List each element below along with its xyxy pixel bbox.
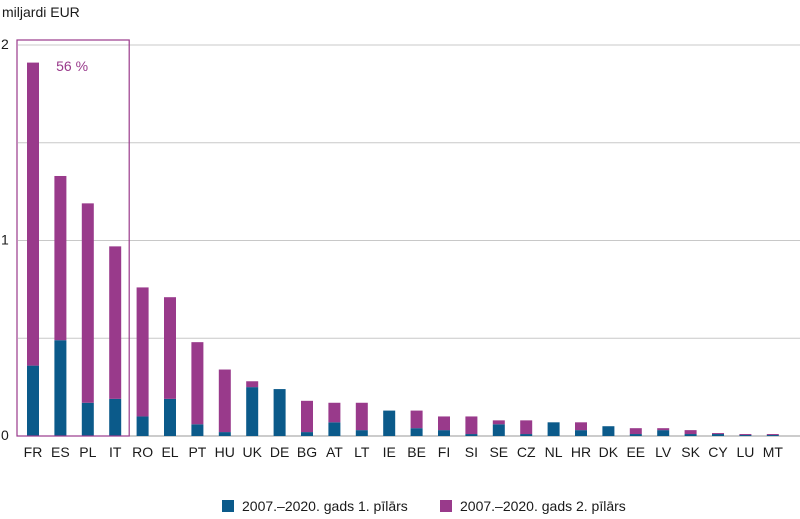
- bar-DK-series-1: [602, 426, 615, 436]
- x-tick-label: CZ: [517, 444, 536, 460]
- bar-SE-series-2: [492, 420, 505, 425]
- bar-CZ-series-2: [520, 420, 533, 435]
- bar-AT-series-2: [328, 402, 341, 423]
- x-tick-label: HR: [571, 444, 591, 460]
- y-unit-label: miljardi EUR: [2, 4, 80, 20]
- x-tick-label: NL: [545, 444, 563, 460]
- bar-IE-series-1: [383, 410, 396, 436]
- bar-SK-series-1: [684, 434, 697, 436]
- bar-AT-series-1: [328, 422, 341, 436]
- bar-NL-series-1: [547, 422, 560, 436]
- bar-ES-series-1: [54, 340, 67, 436]
- bar-LU-series-1: [739, 435, 752, 436]
- bar-FI-series-1: [438, 430, 450, 436]
- x-tick-label: IE: [383, 444, 396, 460]
- bar-FR-series-1: [27, 365, 39, 436]
- legend-item-pillar-1: 2007.–2020. gads 1. pīlārs: [222, 498, 408, 514]
- x-tick-label: LU: [736, 444, 754, 460]
- bar-EL-series-1: [164, 398, 176, 436]
- bar-CZ-series-1: [520, 434, 533, 436]
- x-tick-label: RO: [132, 444, 153, 460]
- bar-PT-series-1: [191, 424, 204, 436]
- bar-HU-series-1: [218, 432, 231, 436]
- x-tick-label: DK: [599, 444, 619, 460]
- highlight-annotation: 56 %: [16, 39, 130, 437]
- y-tick-label: 0: [1, 427, 9, 443]
- bar-PT-series-2: [191, 342, 204, 425]
- bar-ES-series-2: [54, 175, 67, 341]
- bar-MT-series-2: [766, 434, 779, 436]
- bar-SI-series-1: [465, 434, 478, 436]
- x-tick-label: SI: [465, 444, 478, 460]
- legend-swatch-pillar-2: [440, 500, 452, 512]
- bar-SI-series-2: [465, 416, 478, 435]
- x-tick-label: FR: [24, 444, 43, 460]
- bar-CY-series-2: [712, 433, 724, 435]
- bar-PL-series-2: [81, 203, 94, 403]
- x-tick-label: AT: [326, 444, 343, 460]
- y-tick-label: 1: [1, 232, 9, 248]
- highlight-box: [16, 39, 130, 437]
- bar-BE-series-1: [410, 428, 423, 436]
- bar-SE-series-1: [492, 424, 505, 436]
- bar-PL-series-1: [81, 402, 94, 436]
- gridlines: [18, 44, 800, 437]
- bar-LT-series-1: [355, 430, 368, 436]
- x-tick-label: EE: [626, 444, 645, 460]
- bar-BE-series-2: [410, 410, 423, 429]
- y-tick-labels: 0 1 2: [1, 36, 9, 443]
- bar-UK-series-2: [246, 381, 259, 388]
- bar-HR-series-1: [575, 430, 587, 436]
- bar-SK-series-2: [684, 430, 697, 435]
- legend-label-pillar-1: 2007.–2020. gads 1. pīlārs: [242, 498, 408, 514]
- x-tick-label: IT: [109, 444, 122, 460]
- bar-IT-series-1: [109, 398, 122, 436]
- legend-swatch-pillar-1: [222, 500, 234, 512]
- legend-label-pillar-2: 2007.–2020. gads 2. pīlārs: [460, 498, 626, 514]
- y-tick-label: 2: [1, 36, 9, 52]
- x-tick-label: EL: [161, 444, 178, 460]
- x-tick-label: FI: [438, 444, 450, 460]
- bar-LV-series-2: [657, 428, 670, 431]
- bar-HR-series-2: [575, 422, 587, 431]
- bar-DE-series-1: [273, 389, 286, 436]
- bar-MT-series-1: [766, 435, 779, 436]
- legend: 2007.–2020. gads 1. pīlārs 2007.–2020. g…: [0, 498, 800, 518]
- bar-FR-series-2: [27, 62, 39, 366]
- bar-UK-series-1: [246, 387, 259, 436]
- bar-LT-series-2: [355, 402, 368, 431]
- bar-EE-series-1: [629, 434, 642, 436]
- bar-EL-series-2: [164, 297, 176, 399]
- x-tick-label: MT: [763, 444, 784, 460]
- bar-EE-series-2: [629, 428, 642, 435]
- bar-BG-series-2: [301, 400, 313, 433]
- x-tick-label: HU: [215, 444, 235, 460]
- bar-RO-series-1: [136, 416, 149, 436]
- bar-CY-series-1: [712, 434, 724, 436]
- bar-LU-series-2: [739, 434, 752, 436]
- bars: [27, 62, 779, 436]
- x-tick-label: BG: [297, 444, 317, 460]
- x-tick-label: SK: [681, 444, 700, 460]
- x-tick-label: BE: [407, 444, 426, 460]
- bar-LV-series-1: [657, 430, 670, 436]
- bar-IT-series-2: [109, 246, 122, 399]
- bar-FI-series-2: [438, 416, 450, 431]
- x-tick-label: PL: [79, 444, 96, 460]
- x-tick-label: UK: [242, 444, 262, 460]
- x-tick-label: LV: [655, 444, 672, 460]
- x-tick-label: SE: [489, 444, 508, 460]
- annotation-label: 56 %: [56, 58, 88, 74]
- x-tick-label: PT: [188, 444, 206, 460]
- x-tick-label: CY: [708, 444, 728, 460]
- x-tick-labels: FR ES PL IT RO EL PT HU UK DE BG AT LT IE BE FI SI SE CZ NL…: [24, 444, 784, 460]
- x-tick-label: LT: [354, 444, 370, 460]
- bar-HU-series-2: [218, 369, 231, 433]
- x-tick-label: DE: [270, 444, 289, 460]
- x-tick-label: ES: [51, 444, 70, 460]
- bar-BG-series-1: [301, 432, 313, 436]
- bar-RO-series-2: [136, 287, 149, 417]
- legend-item-pillar-2: 2007.–2020. gads 2. pīlārs: [440, 498, 626, 514]
